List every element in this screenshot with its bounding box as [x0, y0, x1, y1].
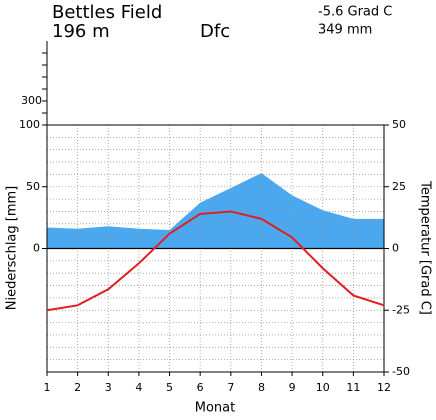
- x-tick-label: 2: [74, 381, 81, 394]
- y-tick-label: 50: [26, 180, 40, 193]
- temperature-line: [46, 210, 385, 312]
- mean-temperature: -5.6 Grad C: [318, 5, 392, 20]
- x-tick-label: 9: [289, 381, 296, 394]
- x-label: Monat: [195, 401, 235, 416]
- x-tick-label: 5: [166, 381, 173, 394]
- climate-class: Dfc: [200, 21, 230, 42]
- x-tick-label: 6: [197, 381, 204, 394]
- y2-tick-label: 25: [392, 180, 406, 193]
- y2-tick-label: 50: [392, 118, 406, 131]
- x-tick-label: 4: [135, 381, 142, 394]
- y-tick-label: 100: [19, 118, 40, 131]
- title: Bettles Field: [52, 2, 162, 23]
- x-tick-label: 1: [44, 381, 51, 394]
- y-tick-label: 0: [33, 242, 40, 255]
- elevation: 196 m: [52, 21, 110, 42]
- x-tick-label: 8: [258, 381, 265, 394]
- y2-tick-label: -50: [392, 365, 410, 378]
- y-label: Niederschlag [mm]: [5, 186, 20, 311]
- x-tick-label: 7: [227, 381, 234, 394]
- y2-tick-label: -25: [392, 303, 410, 316]
- annual-precipitation: 349 mm: [318, 23, 372, 38]
- x-tick-label: 3: [105, 381, 112, 394]
- precipitation-area: [47, 173, 384, 249]
- x-tick-label: 11: [346, 381, 360, 394]
- y2-tick-label: 0: [392, 242, 399, 255]
- y2-label: Temperatur [Grad C]: [418, 180, 433, 315]
- x-tick-label: 12: [377, 381, 391, 394]
- y-tick-label: 300: [21, 94, 42, 107]
- x-tick-label: 10: [316, 381, 330, 394]
